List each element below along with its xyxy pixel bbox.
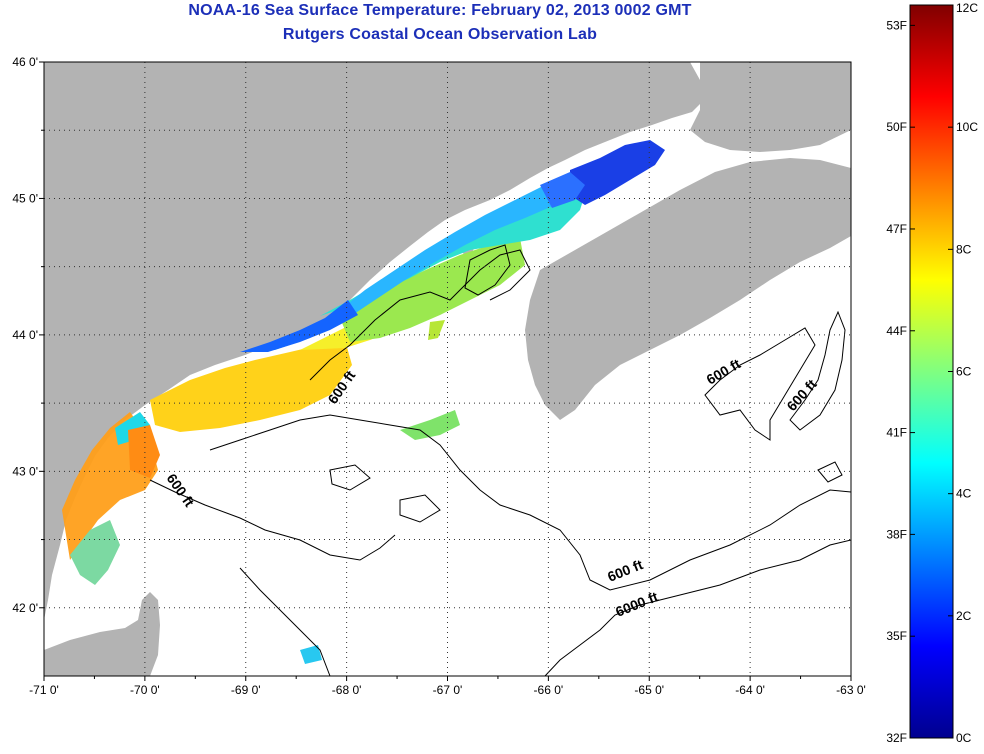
land-maine bbox=[44, 62, 706, 620]
lon-tick-label: -67 0' bbox=[433, 683, 463, 697]
celsius-tick-label: 10C bbox=[956, 120, 978, 134]
lon-tick-label: -65 0' bbox=[634, 683, 664, 697]
celsius-tick-label: 0C bbox=[956, 731, 972, 745]
celsius-tick-label: 4C bbox=[956, 487, 972, 501]
celsius-tick-label: 2C bbox=[956, 609, 972, 623]
lat-tick-label: 45 0' bbox=[12, 191, 38, 205]
sst-swath bbox=[62, 140, 665, 664]
depth-contours bbox=[149, 244, 851, 676]
map-subtitle: Rutgers Coastal Ocean Observation Lab bbox=[282, 26, 598, 43]
lon-tick-label: -63 0' bbox=[836, 683, 866, 697]
colorbar bbox=[909, 4, 954, 739]
fahrenheit-tick-label: 50F bbox=[886, 120, 907, 134]
land-cape-cod bbox=[44, 592, 160, 676]
colorbar-scale: 12C 10C 8C 6C 4C 2C 0C 53F 50F 47F 44F 41F 38F 35F 32F bbox=[886, 1, 978, 745]
lon-tick-label: -71 0' bbox=[29, 683, 59, 697]
lat-tick-label: 42 0' bbox=[12, 601, 38, 615]
fahrenheit-tick-label: 44F bbox=[886, 324, 907, 338]
fahrenheit-tick-label: 38F bbox=[886, 527, 907, 541]
fahrenheit-tick-label: 53F bbox=[886, 18, 907, 32]
fahrenheit-tick-label: 32F bbox=[886, 731, 907, 745]
fahrenheit-tick-label: 41F bbox=[886, 426, 907, 440]
lon-tick-label: -66 0' bbox=[534, 683, 564, 697]
latitude-axis: 46 0' 45 0' 44 0' 43 0' 42 0' bbox=[12, 55, 44, 615]
lon-tick-label: -68 0' bbox=[332, 683, 362, 697]
map-title: NOAA-16 Sea Surface Temperature: Februar… bbox=[188, 2, 692, 19]
fahrenheit-tick-label: 35F bbox=[886, 629, 907, 643]
lat-tick-label: 43 0' bbox=[12, 464, 38, 478]
lat-tick-label: 46 0' bbox=[12, 55, 38, 69]
fahrenheit-tick-label: 47F bbox=[886, 222, 907, 236]
land-nova-scotia bbox=[525, 158, 851, 420]
lon-tick-label: -70 0' bbox=[130, 683, 160, 697]
lon-tick-label: -64 0' bbox=[735, 683, 765, 697]
celsius-tick-label: 12C bbox=[956, 1, 978, 15]
celsius-tick-label: 6C bbox=[956, 365, 972, 379]
celsius-tick-label: 8C bbox=[956, 242, 972, 256]
lat-tick-label: 44 0' bbox=[12, 328, 38, 342]
longitude-axis: -71 0' -70 0' -69 0' -68 0' -67 0' -66 0' -65 … bbox=[29, 676, 866, 697]
lon-tick-label: -69 0' bbox=[231, 683, 261, 697]
land-new-brunswick bbox=[690, 62, 851, 152]
